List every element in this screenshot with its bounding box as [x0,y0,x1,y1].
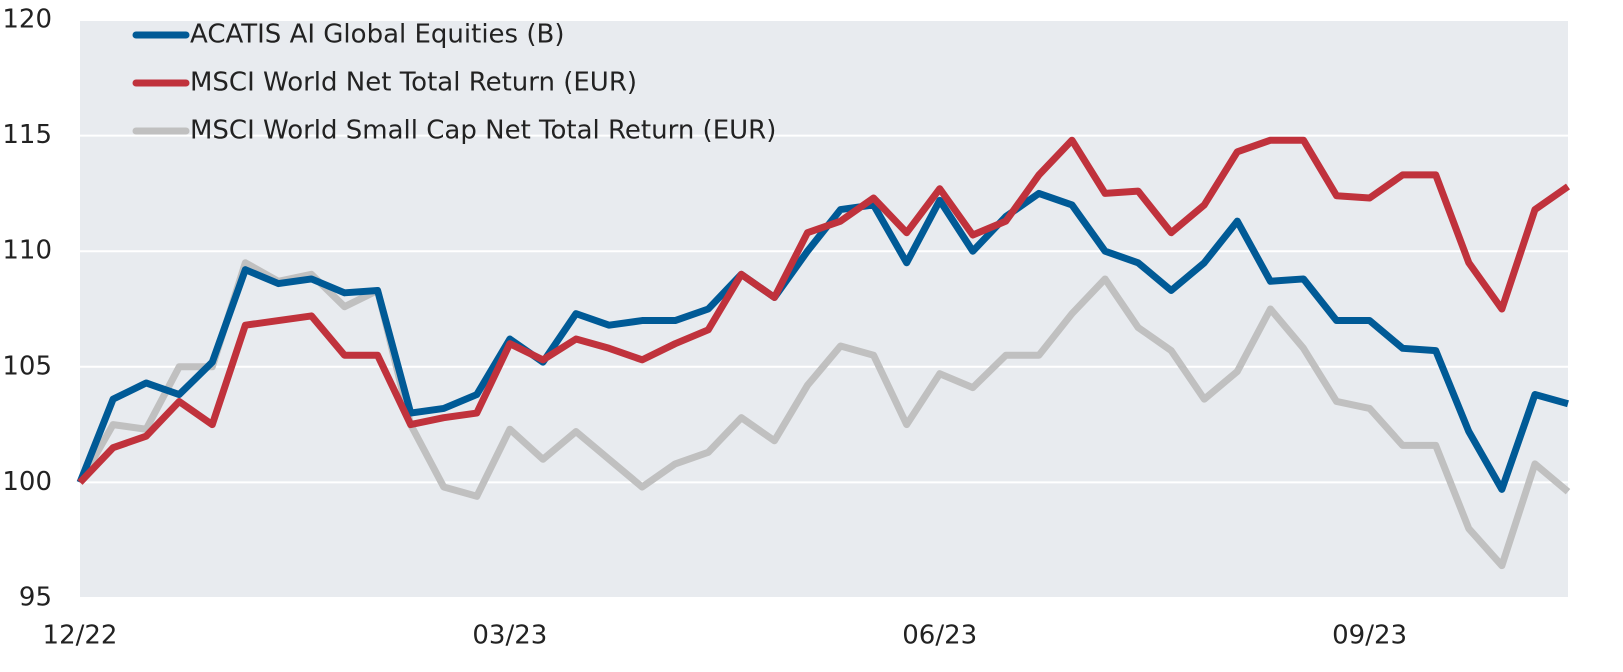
plot-area [80,20,1568,598]
x-tick-label: 03/23 [472,621,547,651]
series-line [76,259,1571,570]
legend-label: MSCI World Small Cap Net Total Return (E… [190,116,776,146]
legend-label: MSCI World Net Total Return (EUR) [190,68,637,98]
y-tick-label: 95 [19,583,52,613]
y-tick-label: 110 [2,236,52,266]
legend-label: ACATIS AI Global Equities (B) [190,20,564,50]
y-tick-label: 115 [2,120,52,150]
x-tick-label: 12/22 [43,621,118,651]
series-line [77,136,1571,485]
x-tick-label: 09/23 [1332,621,1407,651]
y-tick-label: 120 [2,5,52,35]
y-tick-label: 100 [2,467,52,497]
x-tick-label: 06/23 [902,621,977,651]
y-tick-label: 105 [2,351,52,381]
